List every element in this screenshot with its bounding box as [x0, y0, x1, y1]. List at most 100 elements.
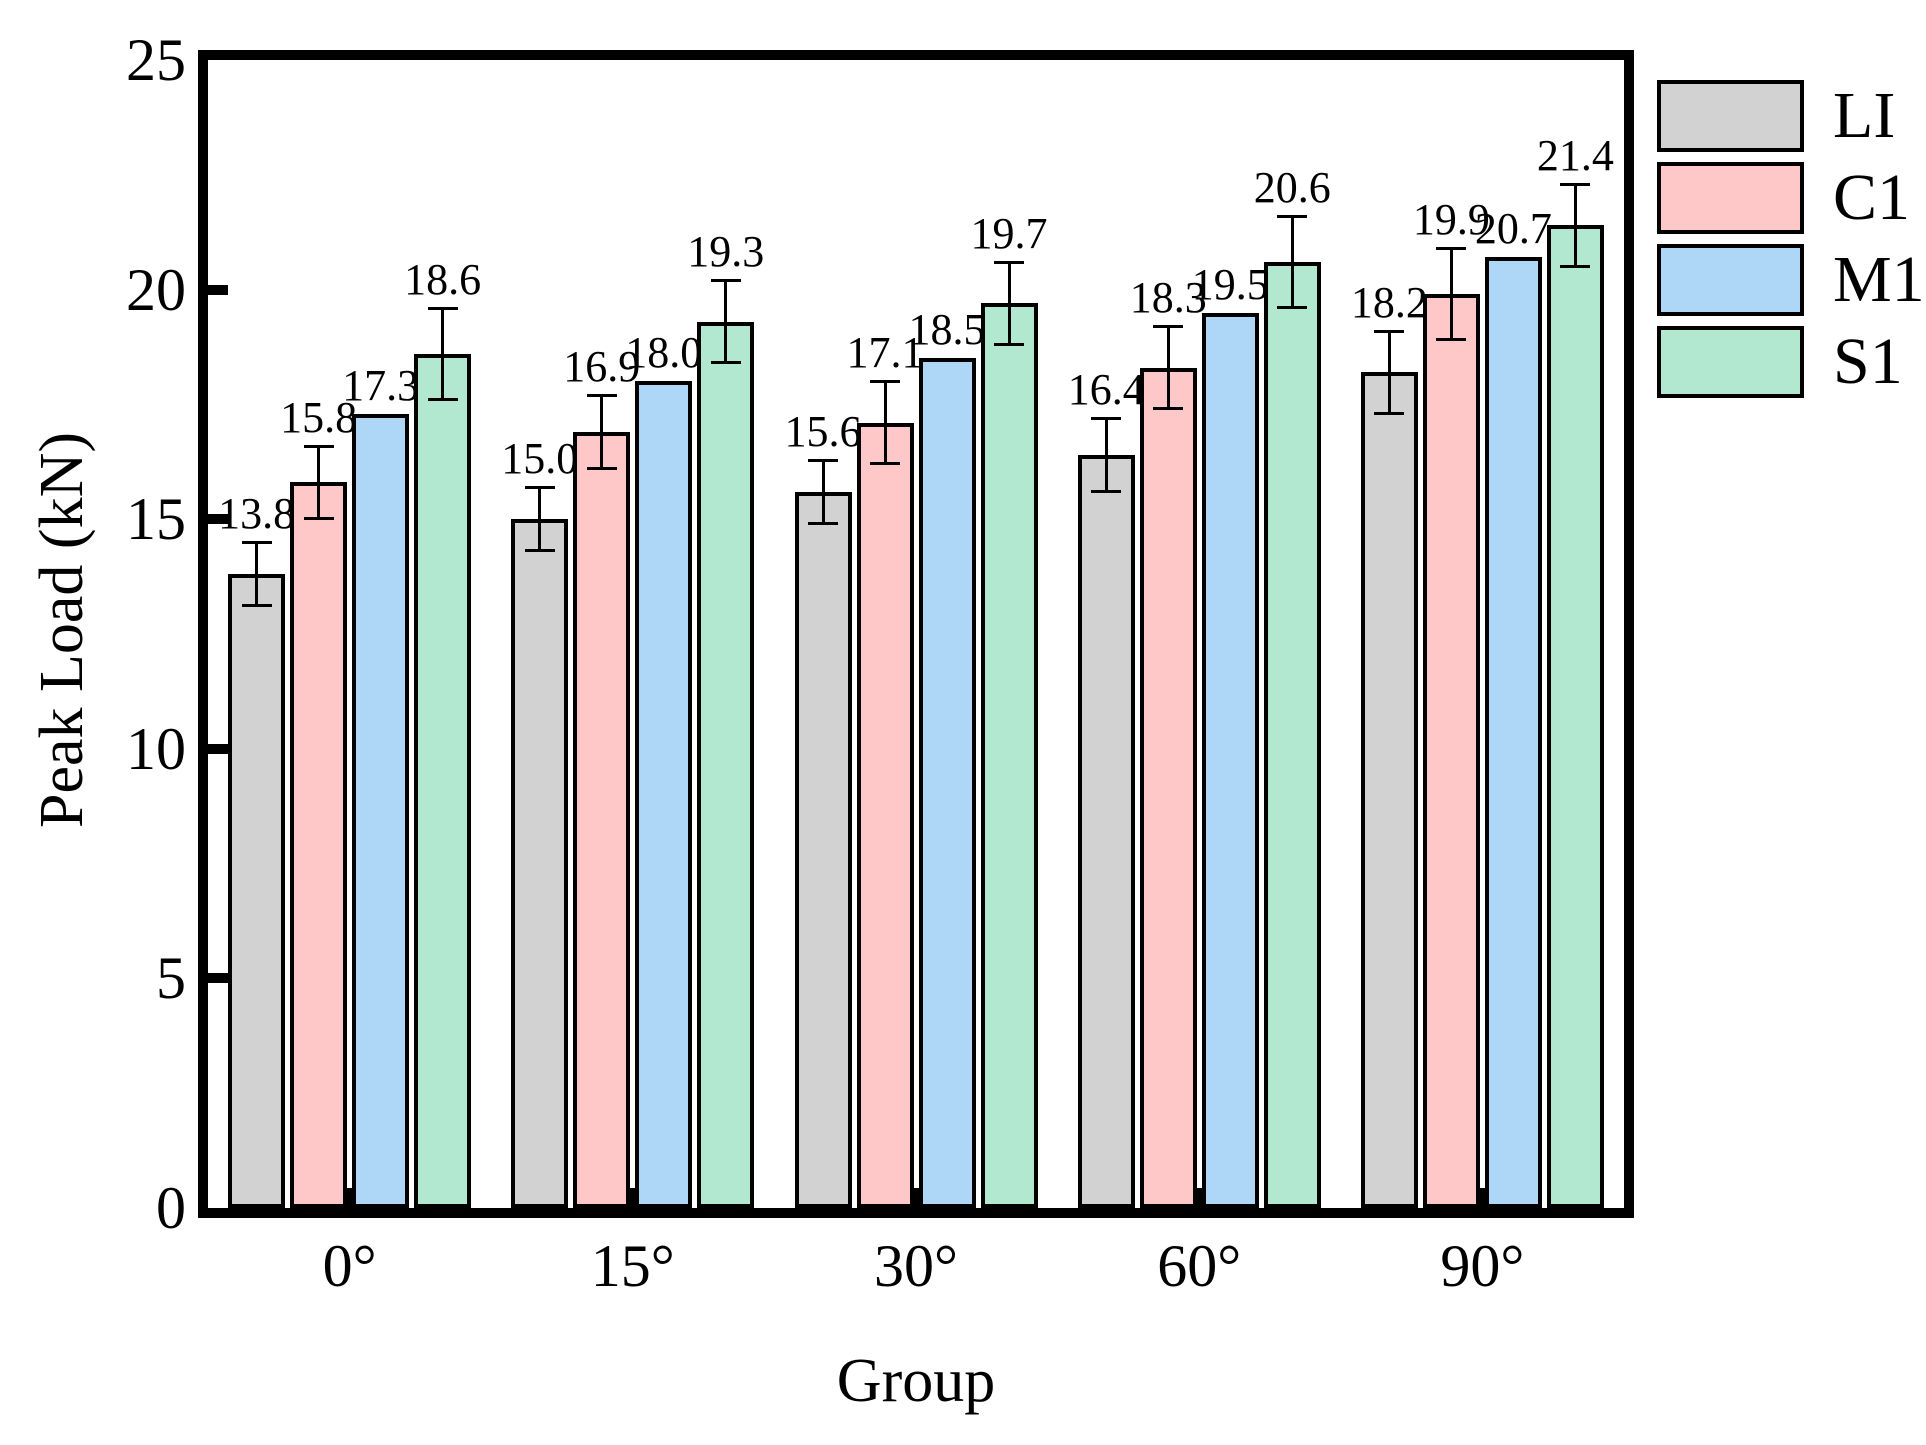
bar-C1-90°	[1422, 294, 1480, 1208]
error-bar-cap-top	[241, 541, 272, 545]
bar-value-label: 21.4	[1536, 130, 1614, 180]
error-bar-cap-bottom	[524, 549, 555, 553]
legend-swatch-S1	[1657, 326, 1804, 398]
y-axis-tick-label: 20	[126, 256, 186, 323]
error-bar-cap-bottom	[303, 517, 334, 521]
bar-value-label: 20.7	[1474, 204, 1552, 254]
bar-M1-90°	[1484, 257, 1542, 1208]
y-axis-title-text: Peak Load (kN)	[28, 432, 96, 828]
x-axis-tick	[911, 1188, 921, 1208]
x-axis-tick-label: 30°	[874, 1233, 958, 1299]
error-bar-cap-top	[1277, 215, 1308, 219]
bar-C1-60°	[1139, 367, 1197, 1208]
y-axis-tick-label: 10	[126, 715, 186, 782]
error-bar-S1-15°	[724, 280, 728, 364]
error-bar-cap-top	[1153, 325, 1184, 329]
error-bar-cap-bottom	[1374, 411, 1405, 415]
bar-C1-30°	[856, 422, 914, 1208]
bar-value-label: 18.0	[625, 328, 703, 378]
error-bar-cap-top	[870, 380, 900, 384]
x-axis-tick-label: 90°	[1440, 1233, 1525, 1299]
error-bar-cap-top	[1560, 182, 1591, 186]
x-axis-tick-label: 0°	[322, 1233, 377, 1299]
error-bar-cap-top	[524, 486, 555, 490]
error-bar-S1-90°	[1573, 183, 1577, 267]
error-bar-cap-top	[303, 444, 334, 448]
bar-value-label: 18.6	[404, 254, 482, 304]
error-bar-cap-bottom	[710, 361, 741, 365]
bar-value-label: 18.2	[1350, 277, 1428, 327]
bar-value-label: 19.3	[687, 227, 765, 277]
error-bar-LI-90°	[1387, 330, 1391, 414]
error-bar-C1-15°	[600, 395, 604, 469]
error-bar-cap-top	[808, 458, 838, 462]
error-bar-cap-bottom	[994, 342, 1024, 346]
error-bar-cap-bottom	[1091, 489, 1122, 493]
error-bar-cap-bottom	[1277, 305, 1308, 309]
error-bar-LI-30°	[821, 459, 825, 524]
error-bar-C1-90°	[1449, 248, 1453, 341]
bar-M1-15°	[635, 381, 693, 1208]
y-axis-tick	[208, 514, 228, 525]
y-axis-tick-label: 25	[126, 27, 186, 93]
legend-label-M1: M1	[1833, 243, 1925, 316]
bar-value-label: 19.5	[1191, 259, 1269, 309]
bar-value-label: 19.7	[970, 209, 1048, 259]
y-axis-tick	[208, 973, 228, 984]
x-axis-tick-label: 60°	[1157, 1233, 1242, 1299]
error-bar-cap-bottom	[241, 604, 272, 608]
error-bar-cap-top	[994, 261, 1024, 265]
error-bar-C1-60°	[1166, 326, 1170, 409]
x-axis-title: Group	[836, 1347, 996, 1415]
bar-LI-90°	[1360, 372, 1418, 1208]
bar-value-label: 19.9	[1412, 195, 1490, 245]
bar-value-label: 15.0	[501, 434, 579, 484]
bar-value-label: 15.8	[280, 392, 358, 442]
bar-LI-0°	[228, 574, 286, 1208]
error-bar-S1-30°	[1007, 262, 1011, 345]
bar-S1-30°	[980, 303, 1038, 1208]
bar-value-label: 17.1	[846, 328, 924, 378]
legend-swatch-M1	[1657, 244, 1804, 316]
error-bar-S1-0°	[441, 307, 445, 400]
error-bar-LI-60°	[1104, 418, 1108, 492]
y-axis-tick	[208, 284, 228, 295]
x-axis-tick	[627, 1188, 638, 1208]
bar-value-label: 20.6	[1253, 163, 1331, 213]
bar-S1-60°	[1263, 262, 1321, 1208]
error-bar-cap-top	[1091, 417, 1122, 421]
error-bar-LI-0°	[255, 542, 259, 607]
bar-M1-30°	[918, 358, 976, 1208]
error-bar-cap-top	[586, 394, 617, 398]
legend-swatch-LI	[1657, 80, 1804, 152]
bar-S1-90°	[1546, 225, 1604, 1208]
bar-LI-60°	[1077, 454, 1135, 1208]
x-axis-tick-label: 15°	[590, 1233, 675, 1299]
bar-LI-15°	[511, 519, 569, 1208]
error-bar-LI-15°	[538, 487, 542, 552]
bar-C1-0°	[290, 482, 348, 1208]
bar-value-label: 15.6	[784, 406, 862, 456]
bar-C1-15°	[573, 431, 631, 1208]
bar-value-label: 13.8	[218, 489, 296, 539]
error-bar-C1-0°	[317, 445, 321, 520]
bar-M1-0°	[352, 413, 410, 1208]
x-axis-tick	[1477, 1188, 1488, 1208]
error-bar-cap-top	[427, 306, 458, 310]
error-bar-C1-30°	[883, 381, 887, 465]
error-bar-cap-top	[710, 279, 741, 283]
bar-value-label: 17.3	[342, 360, 420, 410]
bar-S1-0°	[414, 353, 472, 1208]
error-bar-cap-bottom	[1436, 338, 1467, 342]
bar-value-label: 16.9	[563, 342, 641, 392]
bar-M1-60°	[1201, 312, 1259, 1208]
y-axis-tick-label: 5	[156, 945, 186, 1012]
legend-label-S1: S1	[1833, 325, 1903, 398]
bar-LI-30°	[794, 491, 852, 1208]
error-bar-cap-bottom	[870, 462, 900, 466]
y-axis-tick-label: 0	[156, 1175, 186, 1241]
y-axis-tick	[208, 743, 228, 754]
y-axis-tick-label: 15	[126, 486, 186, 553]
